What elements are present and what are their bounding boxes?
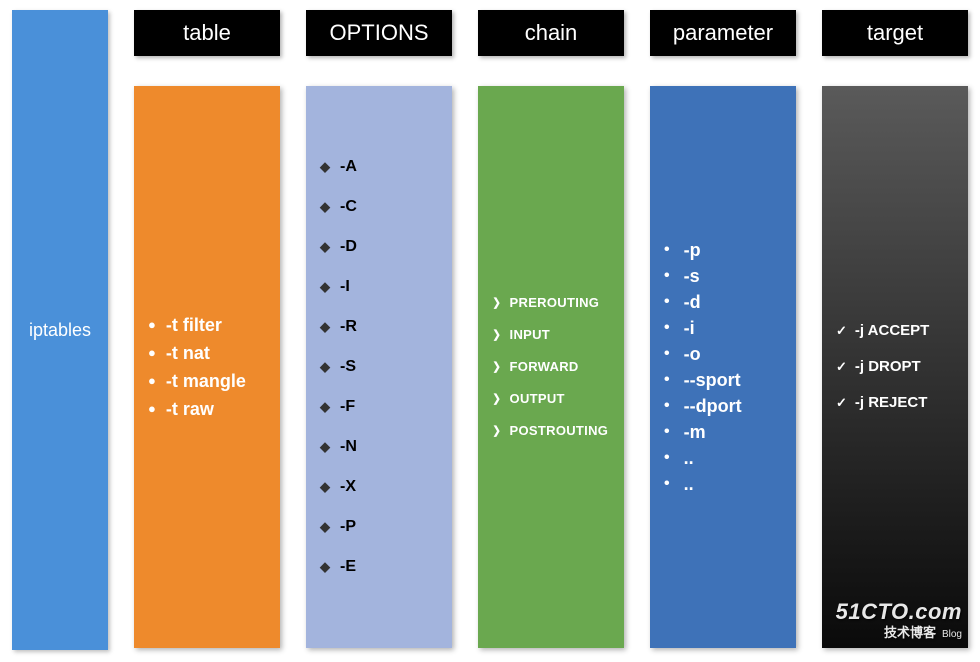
side-label: iptables [29,320,91,341]
list-item: FORWARD [492,351,624,383]
list-item: -t mangle [148,367,280,395]
body-target: -j ACCEPT-j DROPT-j REJECT 51CTO.com 技术博… [822,86,968,648]
list-parameter: -p-s-d-i-o--sport--dport-m.... [664,237,796,497]
watermark-line2-wrap: 技术博客 Blog [836,624,962,642]
side-column-iptables: iptables [12,10,108,650]
body-options: -A-C-D-I-R-S-F-N-X-P-E [306,86,452,648]
list-item: POSTROUTING [492,415,624,447]
list-item: --sport [664,367,796,393]
list-item: -C [320,187,452,227]
header-options-label: OPTIONS [330,20,429,46]
list-item: -s [664,263,796,289]
list-item: -m [664,419,796,445]
body-table: -t filter-t nat-t mangle-t raw [134,86,280,648]
list-item: -S [320,347,452,387]
header-table-label: table [183,20,231,46]
list-item: -N [320,427,452,467]
header-table: table [134,10,280,56]
column-target: target -j ACCEPT-j DROPT-j REJECT 51CTO.… [822,10,968,648]
list-item: -E [320,547,452,587]
list-item: -i [664,315,796,341]
header-target-label: target [867,20,923,46]
list-item: -F [320,387,452,427]
body-chain: PREROUTINGINPUTFORWARDOUTPUTPOSTROUTING [478,86,624,648]
list-item: -j ACCEPT [836,313,968,349]
list-item: -I [320,267,452,307]
list-item: -t nat [148,339,280,367]
list-item: --dport [664,393,796,419]
header-options: OPTIONS [306,10,452,56]
list-item: -d [664,289,796,315]
diagram-wrap: iptables table -t filter-t nat-t mangle-… [0,0,980,662]
list-target: -j ACCEPT-j DROPT-j REJECT [836,313,968,421]
list-chain: PREROUTINGINPUTFORWARDOUTPUTPOSTROUTING [492,287,624,447]
watermark: 51CTO.com 技术博客 Blog [836,600,962,642]
header-parameter-label: parameter [673,20,773,46]
list-item: .. [664,471,796,497]
list-options: -A-C-D-I-R-S-F-N-X-P-E [320,147,452,587]
list-item: -R [320,307,452,347]
list-table: -t filter-t nat-t mangle-t raw [148,311,280,423]
header-target: target [822,10,968,56]
body-parameter: -p-s-d-i-o--sport--dport-m.... [650,86,796,648]
header-chain-label: chain [525,20,578,46]
column-parameter: parameter -p-s-d-i-o--sport--dport-m.... [650,10,796,648]
list-item: -j REJECT [836,385,968,421]
header-chain: chain [478,10,624,56]
column-table: table -t filter-t nat-t mangle-t raw [134,10,280,648]
list-item: -A [320,147,452,187]
list-item: -t filter [148,311,280,339]
list-item: -P [320,507,452,547]
list-item: -o [664,341,796,367]
list-item: .. [664,445,796,471]
column-options: OPTIONS -A-C-D-I-R-S-F-N-X-P-E [306,10,452,648]
list-item: -D [320,227,452,267]
list-item: -X [320,467,452,507]
watermark-tag: Blog [942,629,962,640]
header-parameter: parameter [650,10,796,56]
list-item: INPUT [492,319,624,351]
watermark-line1: 51CTO.com [836,600,962,624]
list-item: OUTPUT [492,383,624,415]
list-item: PREROUTING [492,287,624,319]
column-chain: chain PREROUTINGINPUTFORWARDOUTPUTPOSTRO… [478,10,624,648]
watermark-line2: 技术博客 [884,625,936,640]
list-item: -p [664,237,796,263]
list-item: -t raw [148,395,280,423]
list-item: -j DROPT [836,349,968,385]
